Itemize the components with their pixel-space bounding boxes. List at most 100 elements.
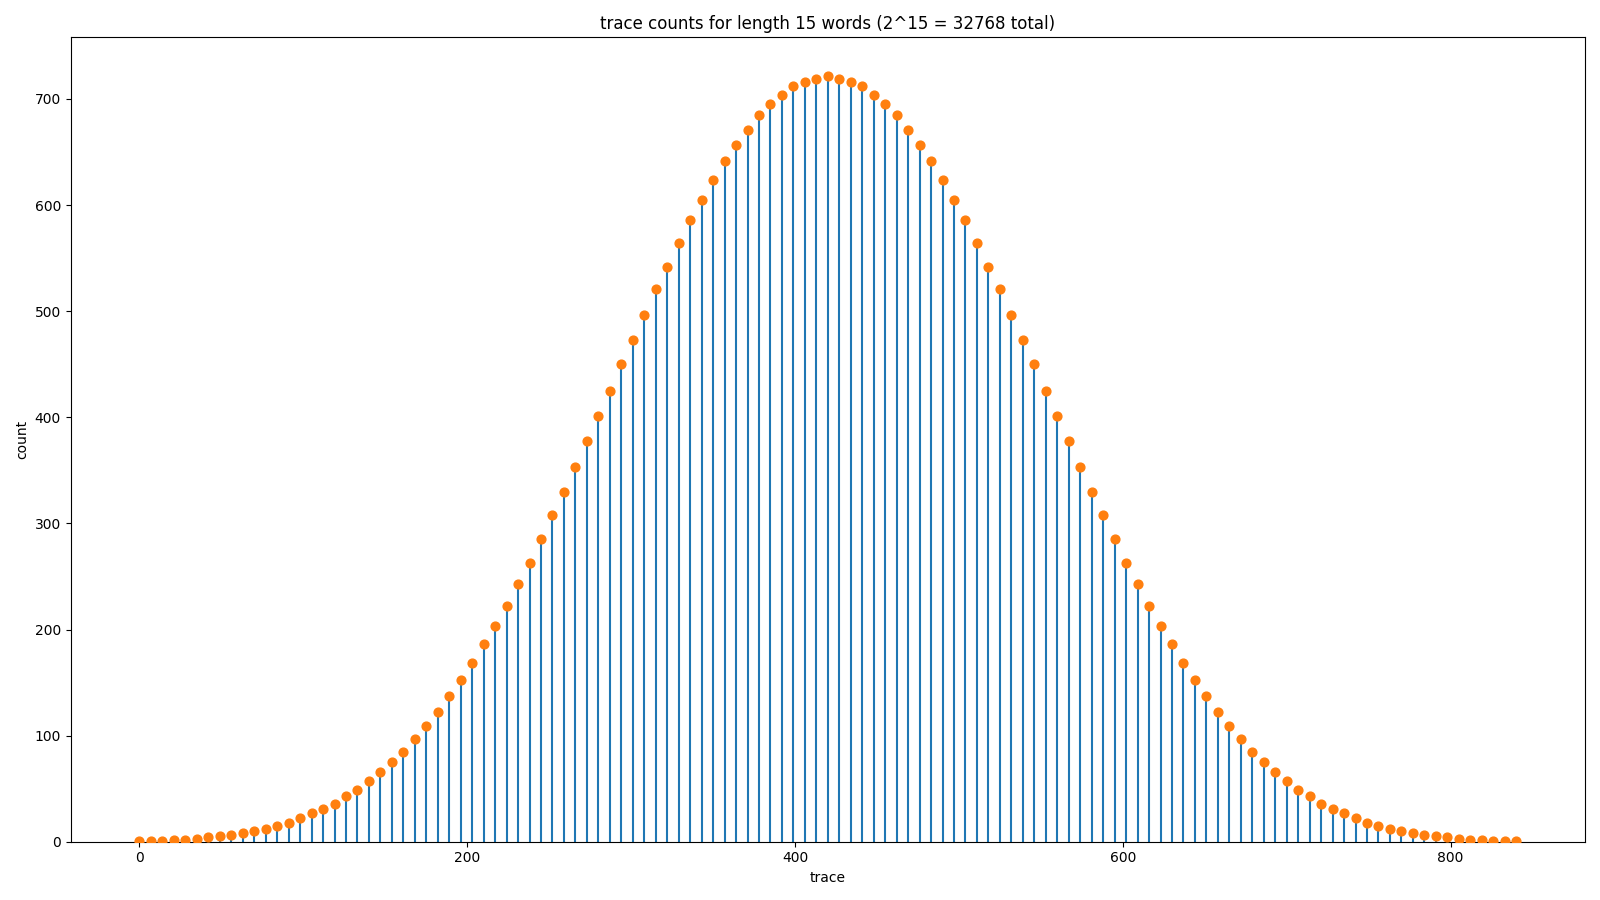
Point [1229, 732, 1254, 746]
Point [310, 802, 336, 816]
Point [1078, 484, 1104, 499]
Point [1458, 832, 1483, 847]
Point [506, 577, 531, 591]
Point [195, 831, 221, 845]
Point [654, 259, 680, 274]
Point [482, 619, 507, 634]
Point [574, 434, 600, 448]
Point [1182, 673, 1208, 688]
Point [643, 282, 669, 296]
Point [426, 705, 451, 719]
Point [597, 383, 622, 398]
Point [918, 153, 944, 167]
Point [1147, 619, 1173, 634]
Point [357, 774, 382, 788]
Point [781, 79, 806, 94]
Point [632, 308, 658, 322]
Point [770, 87, 795, 102]
Point [792, 75, 818, 89]
Point [563, 460, 589, 474]
Point [1422, 829, 1448, 843]
Point [1034, 383, 1059, 398]
Point [586, 409, 611, 423]
Point [734, 122, 760, 137]
Point [1389, 824, 1414, 838]
Point [299, 806, 325, 820]
Point [941, 193, 966, 207]
Point [1320, 802, 1346, 816]
Point [723, 138, 749, 152]
Point [437, 689, 462, 704]
Point [1469, 832, 1494, 847]
Point [1354, 815, 1379, 830]
Point [850, 79, 875, 94]
Point [550, 484, 576, 499]
Point [827, 72, 853, 86]
Point [242, 824, 267, 838]
Point [1298, 789, 1323, 804]
Y-axis label: count: count [14, 420, 29, 459]
Point [1285, 782, 1310, 796]
Point [1125, 577, 1150, 591]
Point [883, 108, 909, 122]
Point [264, 819, 290, 833]
Point [987, 282, 1013, 296]
Point [1090, 508, 1115, 522]
Point [666, 236, 691, 250]
Point [1262, 764, 1288, 778]
Point [1378, 822, 1403, 836]
Point [998, 308, 1024, 322]
Point [1504, 833, 1530, 848]
Point [470, 637, 496, 652]
Point [1216, 719, 1242, 733]
Point [288, 811, 314, 825]
Point [1067, 460, 1093, 474]
Point [1251, 755, 1277, 770]
Point [803, 72, 829, 86]
Point [1045, 409, 1070, 423]
Point [965, 236, 990, 250]
Point [528, 532, 554, 546]
Point [275, 815, 301, 830]
Point [150, 833, 176, 848]
Point [494, 599, 520, 614]
Point [1491, 833, 1517, 848]
Point [690, 193, 715, 207]
Point [517, 555, 542, 570]
Point [206, 829, 232, 843]
Point [1010, 333, 1035, 347]
Point [701, 173, 726, 187]
Point [184, 832, 210, 846]
Point [1331, 806, 1357, 820]
Point [712, 153, 738, 167]
Point [126, 833, 152, 848]
Point [677, 212, 702, 227]
Point [814, 68, 840, 83]
Point [322, 796, 347, 811]
Point [838, 75, 864, 89]
Point [173, 832, 198, 847]
Point [230, 826, 256, 841]
Point [608, 357, 634, 372]
Point [1102, 532, 1128, 546]
Point [1205, 705, 1230, 719]
Point [162, 832, 187, 847]
Point [1480, 833, 1506, 848]
Point [872, 97, 898, 112]
Point [1274, 774, 1299, 788]
Point [390, 744, 416, 759]
Point [1435, 831, 1461, 845]
Point [253, 822, 278, 836]
Point [448, 673, 474, 688]
Point [1446, 832, 1472, 846]
Point [344, 782, 370, 796]
Point [1342, 811, 1368, 825]
Point [1309, 796, 1334, 811]
Point [976, 259, 1002, 274]
Point [930, 173, 955, 187]
Point [1136, 599, 1162, 614]
Point [896, 122, 922, 137]
Point [368, 764, 394, 778]
Point [952, 212, 978, 227]
Point [758, 97, 784, 112]
